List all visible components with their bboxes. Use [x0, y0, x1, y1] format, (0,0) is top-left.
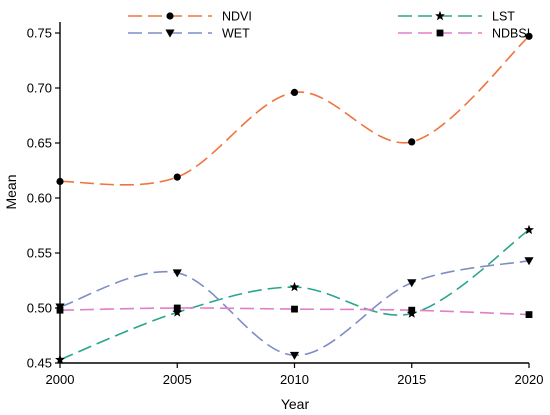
- lst-series-line: [59, 229, 530, 361]
- lst-legend-label: LST: [492, 10, 515, 24]
- x-tick-label: 2015: [397, 372, 426, 387]
- ndbsi-legend-label: NDBSI: [492, 27, 530, 41]
- ndvi-data-point: [56, 177, 64, 186]
- y-tick-label: 0.55: [27, 246, 52, 261]
- x-tick-label: 2000: [46, 372, 75, 387]
- ndvi-data-point: [290, 88, 299, 96]
- ndbsi-series-line: [59, 307, 530, 316]
- ndvi-data-point: [408, 138, 416, 146]
- ndvi-legend-label: NDVI: [222, 10, 252, 24]
- ndbsi-data-point: [56, 306, 64, 314]
- y-axis-title: Mean: [3, 174, 19, 209]
- x-tick-label: 2020: [515, 372, 544, 387]
- ndbsi-data-point: [525, 311, 533, 318]
- wet-legend-label: WET: [222, 27, 250, 41]
- wet-data-point: [172, 269, 182, 278]
- lst-legend-marker: [435, 10, 445, 21]
- ndvi-data-point: [525, 32, 533, 40]
- ndvi-data-point: [173, 173, 181, 181]
- y-ticks: 0.45 0.50 0.55 0.60 0.65 0.70 0.75: [27, 26, 60, 371]
- y-tick-label: 0.75: [27, 26, 52, 41]
- lst-data-point: [172, 307, 183, 317]
- ndvi-legend-marker: [166, 12, 174, 20]
- wet-legend-marker: [165, 29, 175, 38]
- ndbsi-data-point: [291, 305, 298, 313]
- wet-data-point: [524, 257, 534, 266]
- legend: NDVI LST WET NDBSI: [128, 10, 530, 41]
- y-tick-label: 0.45: [27, 356, 52, 371]
- ndvi-series-line: [59, 35, 530, 186]
- lst-data-point: [524, 224, 534, 235]
- x-axis-title: Year: [281, 396, 310, 412]
- ndbsi-data-point: [408, 306, 416, 314]
- lst-data-point: [55, 354, 65, 364]
- x-ticks: 2000 2005 2010 2015 2020: [46, 363, 544, 387]
- y-tick-label: 0.70: [27, 81, 52, 96]
- ndbsi-data-point: [173, 304, 181, 312]
- wet-data-point: [407, 279, 417, 288]
- x-tick-label: 2010: [280, 372, 309, 387]
- wet-data-point: [289, 351, 300, 360]
- series-markers: [55, 32, 534, 364]
- x-tick-label: 2005: [163, 372, 192, 387]
- y-tick-label: 0.50: [27, 301, 52, 316]
- y-tick-label: 0.65: [27, 136, 52, 151]
- ndbsi-legend-marker: [436, 29, 444, 37]
- y-tick-label: 0.60: [27, 191, 52, 206]
- lst-data-point: [289, 281, 300, 292]
